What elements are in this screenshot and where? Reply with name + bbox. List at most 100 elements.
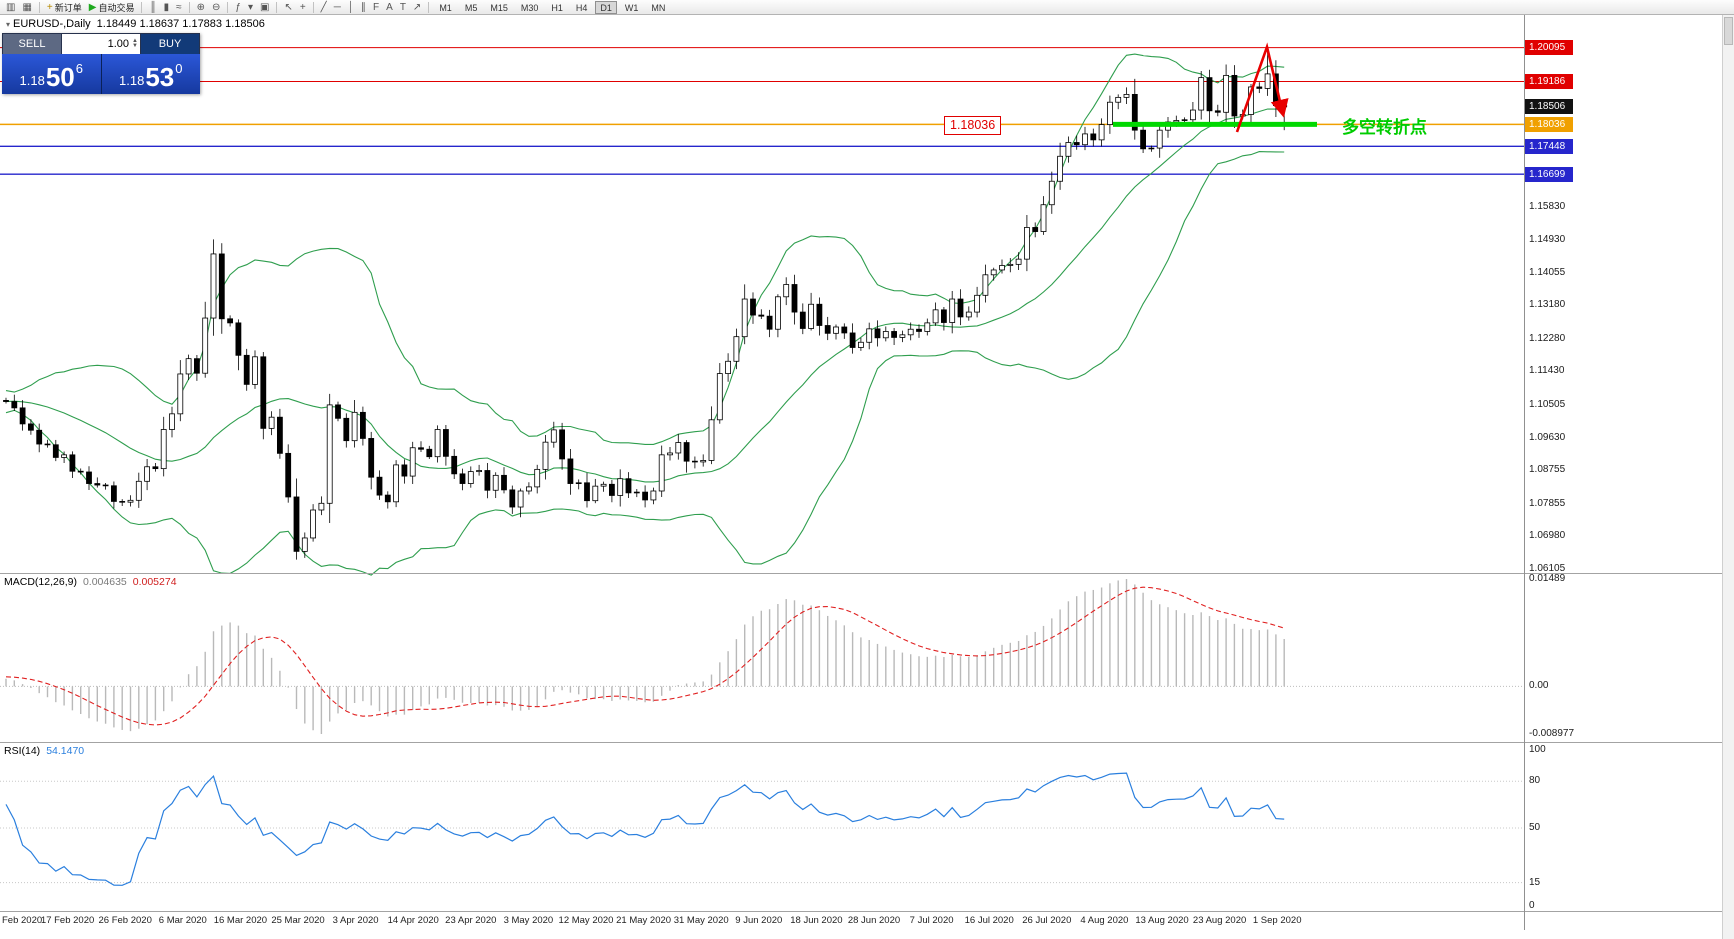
- date-label: 16 Mar 2020: [213, 915, 268, 926]
- date-label: Feb 2020: [2, 915, 43, 926]
- horizontal-levels[interactable]: [0, 47, 1524, 175]
- spinner-up-icon[interactable]: ▲: [132, 38, 138, 44]
- date-label: 23 Apr 2020: [445, 915, 497, 926]
- panel-separator[interactable]: [0, 911, 1722, 912]
- templates-icon: ▣: [259, 1, 270, 13]
- green-support-line[interactable]: [1113, 121, 1317, 127]
- volume-spinner[interactable]: ▲ ▼: [132, 38, 138, 49]
- profile-icon: ▦: [22, 1, 32, 13]
- date-label: 6 Mar 2020: [158, 915, 207, 926]
- buy-price-button[interactable]: 1.18 53 0: [100, 54, 200, 94]
- macd-scale-label: 0.01489: [1529, 573, 1566, 584]
- timeframe-m15[interactable]: M15: [490, 2, 508, 13]
- macd-name: MACD(12,26,9): [4, 576, 77, 588]
- sell-price-button[interactable]: 1.18 50 6: [2, 54, 101, 94]
- date-label: 3 Apr 2020: [332, 915, 379, 926]
- timeframe-w1[interactable]: W1: [624, 2, 639, 13]
- new-order-button[interactable]: + 新订单: [44, 1, 85, 14]
- date-label: 13 Aug 2020: [1135, 915, 1189, 926]
- zoom-in-icon[interactable]: ⊕: [194, 1, 208, 14]
- support-annotation-text[interactable]: 多空转折点: [1342, 118, 1427, 137]
- price-tag-1.18036: 1.18036: [1525, 116, 1573, 132]
- date-label: 16 Jul 2020: [964, 915, 1014, 926]
- price-scale-label: 1.13180: [1529, 299, 1566, 311]
- main-toolbar: ▥ ▦ + 新订单 ▶ 自动交易 ║ ▮ ≈ ⊕ ⊖ ƒ ▾ ▣ ↖ + ╱ ─ │ ∥ F A T ↗ M1 M5 M15 M30 H…: [0, 0, 1734, 15]
- templates-icon[interactable]: ▣: [257, 1, 272, 14]
- scrollbar-thumb[interactable]: [1724, 17, 1733, 45]
- chart-title-ohlc: 1.18449 1.18637 1.17883 1.18506: [96, 18, 265, 30]
- text-icon[interactable]: A: [383, 1, 396, 14]
- profile-icon[interactable]: ▦: [19, 1, 34, 14]
- chart-title: ▾ EURUSD-,Daily 1.18449 1.18637 1.17883 1.…: [6, 18, 265, 30]
- price-tag-1.20095: 1.20095: [1525, 40, 1573, 56]
- bar-chart-icon[interactable]: ║: [146, 1, 159, 14]
- panel-separator[interactable]: [0, 742, 1722, 743]
- rsi-name: RSI(14): [4, 745, 41, 757]
- toolbar-separator: [312, 1, 314, 13]
- spinner-down-icon[interactable]: ▼: [132, 43, 138, 49]
- label-icon[interactable]: T: [397, 1, 409, 14]
- trendline-icon[interactable]: ╱: [318, 1, 330, 14]
- ask-sup-digit: 0: [175, 61, 183, 76]
- candle-chart-icon[interactable]: ▮: [161, 1, 173, 14]
- autotrading-button[interactable]: ▶ 自动交易: [86, 1, 138, 14]
- date-label: 31 May 2020: [673, 915, 729, 926]
- date-label: 4 Aug 2020: [1080, 915, 1129, 926]
- candle-chart-icon: ▮: [163, 1, 170, 13]
- timeframe-m30[interactable]: M30: [520, 2, 539, 13]
- bid-big-digits: 50: [45, 62, 75, 92]
- trend-arrow[interactable]: [1235, 42, 1289, 133]
- label-icon: T: [399, 1, 406, 13]
- line-chart-icon[interactable]: ≈: [173, 1, 185, 14]
- ask-prefix: 1.18: [119, 73, 145, 88]
- charts-icon: ▥: [6, 1, 16, 13]
- channel-icon: ∥: [361, 1, 367, 13]
- timeframe-m5[interactable]: M5: [464, 2, 478, 13]
- macd-scale-label: -0.008977: [1529, 728, 1575, 739]
- scale-divider: [1524, 15, 1525, 930]
- arrows-icon[interactable]: ↗: [410, 1, 424, 14]
- date-axis: Feb 2020 17 Feb 2020 26 Feb 2020 6 Mar 2020…: [0, 915, 1720, 931]
- crosshair-icon[interactable]: +: [297, 1, 309, 14]
- date-label: 28 Jun 2020: [847, 915, 901, 926]
- charts-icon[interactable]: ▥: [3, 1, 18, 14]
- timeframe-m1[interactable]: M1: [439, 2, 452, 13]
- price-scale-label: 1.14930: [1529, 234, 1566, 246]
- zoom-in-icon: ⊕: [196, 1, 205, 13]
- annotations[interactable]: [1113, 42, 1317, 133]
- new-order-button-label: 新订单: [54, 2, 82, 13]
- rsi-scale-label: 0: [1529, 900, 1535, 911]
- vertical-line-icon[interactable]: │: [345, 1, 357, 14]
- price-scale-label: 1.14055: [1529, 266, 1566, 278]
- zoom-out-icon[interactable]: ⊖: [209, 1, 223, 14]
- bid-sup-digit: 6: [75, 61, 83, 76]
- channel-icon[interactable]: ∥: [358, 1, 369, 14]
- buy-button[interactable]: BUY: [141, 34, 199, 54]
- vertical-scrollbar[interactable]: [1722, 15, 1734, 939]
- periods-dropdown-icon[interactable]: ▾: [245, 1, 256, 14]
- price-scale-label: 1.11430: [1529, 364, 1565, 376]
- price-tag-1.19186: 1.19186: [1525, 73, 1573, 89]
- panel-separator[interactable]: [0, 573, 1722, 574]
- timeframe-h1[interactable]: H1: [551, 2, 563, 13]
- rsi-scale-label: 15: [1529, 876, 1541, 888]
- indicators-icon[interactable]: ƒ: [232, 1, 244, 14]
- vertical-line-icon: │: [347, 1, 355, 13]
- volume-input[interactable]: 1.00 ▲ ▼: [61, 34, 141, 54]
- rsi-scale-label: 50: [1529, 822, 1541, 833]
- fibonacci-icon[interactable]: F: [370, 1, 382, 14]
- bid-prefix: 1.18: [19, 73, 45, 88]
- timeframe-mn[interactable]: MN: [651, 2, 666, 13]
- horizontal-line-icon[interactable]: ─: [331, 1, 344, 14]
- bar-chart-icon: ║: [149, 1, 157, 13]
- date-label: 7 Jul 2020: [909, 915, 954, 926]
- sell-button[interactable]: SELL: [3, 34, 61, 54]
- timeframe-h4[interactable]: H4: [575, 2, 588, 13]
- rsi-panel: [0, 772, 1524, 886]
- macd-main-value: 0.004635: [82, 576, 127, 588]
- cursor-icon[interactable]: ↖: [281, 1, 295, 14]
- timeframe-d1[interactable]: D1: [595, 0, 617, 14]
- date-label: 26 Feb 2020: [98, 915, 152, 926]
- price-callout-label[interactable]: 1.18036: [944, 116, 1002, 135]
